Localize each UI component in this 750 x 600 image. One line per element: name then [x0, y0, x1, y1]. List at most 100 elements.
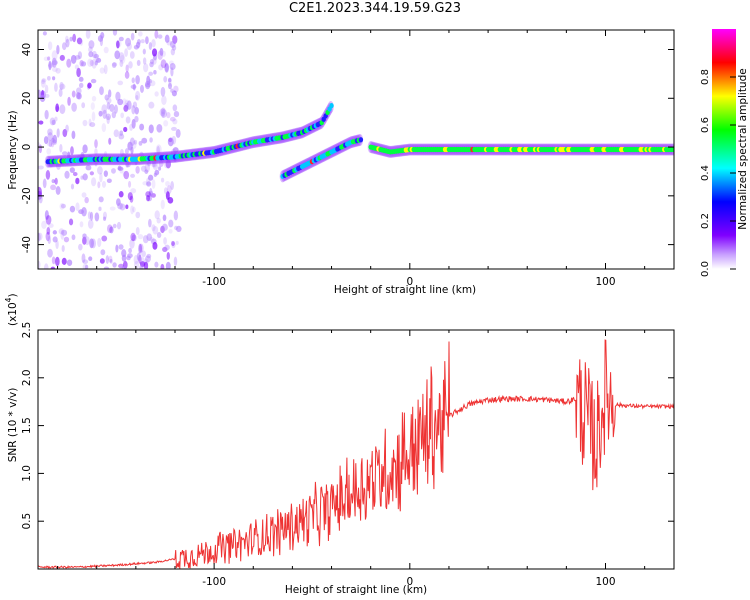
spectrogram-noise-speck — [175, 240, 179, 245]
snr-ytick-label: 1.0 — [21, 465, 33, 482]
spectrogram-noise-speck — [44, 210, 49, 220]
spectrogram-noise-speck — [47, 236, 51, 245]
spectrogram-noise-speck — [71, 90, 76, 98]
spectrogram-track — [279, 133, 364, 183]
spectrogram-noise-speck — [143, 63, 149, 73]
spectrogram-noise-speck — [84, 264, 89, 269]
spectrogram-noise-speck — [91, 95, 97, 102]
spectrogram-noise-speck — [154, 91, 159, 97]
spectrogram-noise-speck — [119, 54, 126, 64]
spectrogram-noise-speck — [146, 181, 152, 187]
spectrogram-noise-speck — [154, 210, 160, 220]
spectrogram-noise-speck — [89, 211, 94, 221]
spectrogram-noise-speck — [111, 111, 117, 119]
spectrogram-noise-speck — [101, 180, 107, 188]
spectrogram-noise-speck — [165, 180, 170, 187]
spectrogram-noise-speck — [75, 202, 80, 212]
spectrogram-noise-speck — [76, 37, 83, 45]
spectrogram-noise-speck — [38, 232, 41, 242]
spectrogram-xtick-label: 0 — [406, 276, 413, 288]
spectrogram-noise-speck — [118, 36, 124, 42]
spectrogram-noise-speck — [108, 255, 113, 263]
spectrogram-noise-speck — [168, 219, 174, 228]
spectrogram-noise-speck — [162, 246, 168, 253]
spectrogram-noise-speck — [103, 64, 108, 75]
spectrogram-noise-speck — [87, 211, 92, 220]
spectrogram-noise-speck — [125, 64, 129, 73]
snr-x-label: Height of straight line (km) — [285, 584, 427, 596]
colorbar-tick-label: 0.4 — [700, 165, 711, 181]
spectrogram-noise-speck — [115, 244, 119, 253]
spectrogram-noise-speck — [97, 237, 102, 248]
spectrogram-ytick-label: 0 — [21, 144, 33, 151]
spectrogram-noise-speck — [93, 53, 99, 59]
spectrogram-noise-speck — [51, 50, 58, 61]
colorbar: 0.0 0.2 0.4 0.6 0.8 Normalized spectral ampl… — [700, 29, 749, 277]
spectrogram-noise-speck — [123, 104, 129, 112]
spectrogram-noise-speck — [171, 240, 175, 247]
spectrogram-noise-speck — [55, 67, 61, 74]
spectrogram-noise-speck — [44, 84, 49, 94]
spectrogram-noise-speck — [109, 103, 115, 112]
spectrogram-noise-speck — [145, 194, 151, 202]
spectrogram-noise-speck — [139, 243, 144, 253]
spectrogram-noise-speck — [54, 116, 58, 122]
spectrogram-noise-speck — [79, 221, 84, 228]
spectrogram-noise-speck — [148, 71, 154, 76]
spectrogram-noise-speck — [125, 37, 132, 47]
spectrogram-noise-speck — [50, 184, 57, 191]
spectrogram-noise-speck — [129, 51, 135, 59]
spectrogram-noise-speck — [135, 211, 141, 219]
spectrogram-noise-speck — [101, 104, 108, 114]
spectrogram-noise-speck — [172, 104, 178, 112]
spectrogram-noise-speck — [49, 117, 56, 126]
snr-xtick-label: 0 — [406, 576, 413, 588]
spectrogram-noise-speck — [100, 32, 105, 39]
spectrogram-noise-speck — [60, 229, 65, 240]
spectrogram-noise-speck — [171, 90, 177, 97]
spectrogram-noise-speck — [52, 76, 56, 81]
spectrogram-noise-speck — [167, 137, 174, 147]
spectrogram-noise-speck — [126, 162, 131, 168]
spectrogram-noise-speck — [158, 166, 162, 171]
spectrogram-noise-speck — [47, 128, 53, 136]
spectrogram-noise-speck — [169, 40, 176, 49]
spectrogram-noise-speck — [51, 179, 56, 184]
spectrogram-noise-speck — [161, 111, 165, 118]
spectrogram-noise-speck — [149, 137, 153, 143]
spectrogram-noise-speck — [131, 118, 136, 129]
spectrogram-noise-speck — [147, 195, 153, 202]
spectrogram-noise-speck — [135, 227, 140, 236]
colorbar-tick-label: 0.2 — [700, 213, 711, 229]
spectrogram-noise-speck — [123, 126, 128, 133]
spectrogram-noise-speck — [170, 181, 174, 190]
spectrogram-noise-speck — [59, 81, 64, 91]
spectrogram-noise-speck — [55, 106, 60, 112]
spectrogram-noise-speck — [166, 112, 171, 119]
spectrogram-noise-speck — [45, 170, 51, 180]
spectrogram-noise-speck — [77, 51, 83, 60]
colorbar-ticks: 0.0 0.2 0.4 0.6 0.8 — [700, 69, 736, 277]
spectrogram-noise-speck — [119, 203, 126, 211]
spectrogram-noise-speck — [146, 253, 152, 259]
spectrogram-noise-speck — [56, 44, 60, 55]
spectrogram-noise-speck — [135, 95, 139, 100]
spectrogram-noise-speck — [54, 177, 58, 185]
spectrogram-tracks-layer — [44, 100, 674, 183]
spectrogram-noise-speck — [167, 77, 172, 83]
spectrogram-noise-speck — [171, 241, 176, 249]
spectrogram-noise-speck — [55, 186, 61, 195]
spectrogram-noise-speck — [82, 144, 88, 154]
spectrogram-noise-speck — [82, 263, 88, 269]
spectrogram-noise-speck — [78, 209, 85, 215]
spectrogram-noise-speck — [69, 205, 76, 213]
spectrogram-noise-speck — [175, 128, 181, 138]
spectrogram-noise-speck — [151, 39, 156, 48]
spectrogram-noise-speck — [149, 237, 155, 242]
spectrogram-noise-speck — [38, 142, 41, 147]
spectrogram-noise-speck — [103, 46, 109, 54]
spectrogram-noise-speck — [164, 63, 170, 73]
spectrogram-noise-speck — [169, 116, 176, 122]
spectrogram-noise-speck — [48, 60, 52, 71]
spectrogram-noise-speck — [89, 238, 94, 249]
